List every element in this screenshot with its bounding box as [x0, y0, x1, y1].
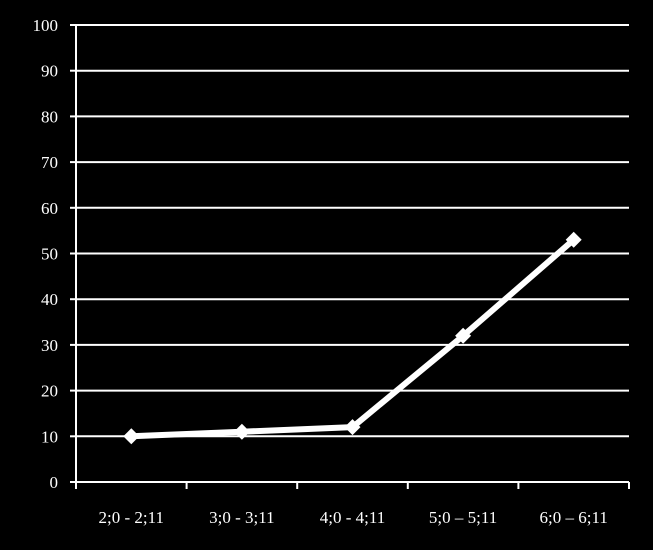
y-tick-label: 30 [41, 336, 58, 355]
data-point [455, 327, 472, 344]
y-tick-label: 100 [33, 16, 59, 35]
y-tick-label: 40 [41, 290, 58, 309]
y-tick-label: 0 [50, 473, 59, 492]
x-tick-label: 5;0 – 5;11 [429, 508, 497, 527]
axes [75, 25, 630, 489]
x-axis-tick-labels: 2;0 - 2;11 3;0 - 3;11 4;0 - 4;11 5;0 – 5;11… [99, 508, 608, 527]
gridlines [70, 24, 629, 483]
data-point [565, 231, 582, 248]
data-point [123, 428, 140, 445]
data-point [233, 423, 250, 440]
y-tick-label: 70 [41, 153, 58, 172]
y-tick-label: 20 [41, 382, 58, 401]
series-group [123, 231, 582, 445]
x-tick-label: 2;0 - 2;11 [99, 508, 164, 527]
y-axis-tick-labels: 0 10 20 30 40 50 60 70 80 90 100 [33, 16, 59, 492]
data-point [344, 419, 361, 436]
y-tick-label: 80 [41, 107, 58, 126]
y-tick-label: 90 [41, 62, 58, 81]
x-tick-label: 3;0 - 3;11 [209, 508, 274, 527]
x-tick-label: 4;0 - 4;11 [320, 508, 385, 527]
y-tick-label: 10 [41, 427, 58, 446]
y-tick-label: 50 [41, 245, 58, 264]
y-tick-label: 60 [41, 199, 58, 218]
series-line [131, 237, 576, 440]
x-tick-label: 6;0 – 6;11 [540, 508, 608, 527]
